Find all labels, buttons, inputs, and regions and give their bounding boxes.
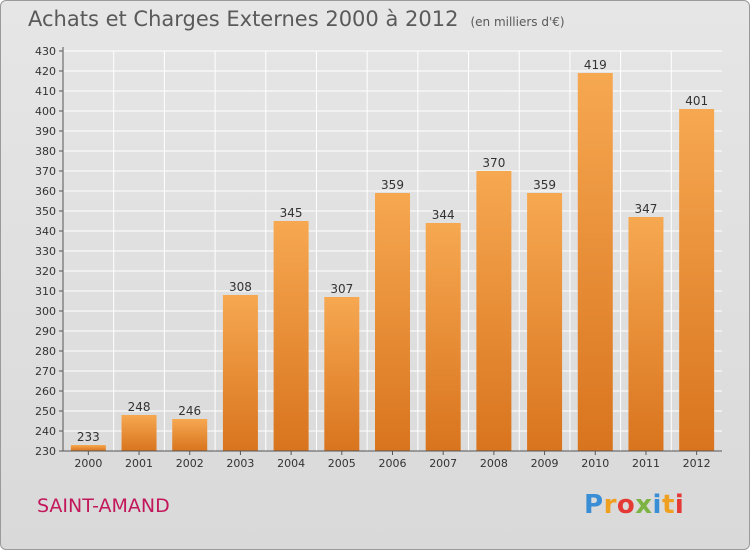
bar-value-label: 345 bbox=[280, 206, 303, 220]
bars: 233 248 246 308 345 307 359 344 370 359 419 347 401 bbox=[70, 58, 715, 451]
bar-value-label: 359 bbox=[381, 178, 404, 192]
y-tick-label: 250 bbox=[35, 405, 56, 418]
x-tick-label: 2011 bbox=[632, 457, 660, 470]
bar bbox=[172, 419, 208, 451]
bar-value-label: 308 bbox=[229, 280, 252, 294]
logo-letter: o bbox=[616, 490, 636, 520]
x-tick-label: 2003 bbox=[226, 457, 254, 470]
y-tick-label: 420 bbox=[35, 65, 56, 78]
bar bbox=[375, 193, 410, 451]
y-tick-label: 300 bbox=[35, 305, 56, 318]
chart-unit: (en milliers d'€) bbox=[470, 15, 565, 29]
y-tick-label: 280 bbox=[35, 345, 56, 358]
chart-title: Achats et Charges Externes 2000 à 2012 bbox=[28, 7, 459, 31]
x-tick-label: 2009 bbox=[531, 457, 559, 470]
y-tick-label: 350 bbox=[35, 205, 56, 218]
bar-value-label: 359 bbox=[533, 178, 556, 192]
y-tick-label: 310 bbox=[35, 285, 56, 298]
bar bbox=[70, 445, 106, 451]
proxiti-logo: Proxiti bbox=[584, 490, 684, 520]
bar bbox=[222, 295, 258, 451]
bar bbox=[425, 223, 461, 451]
bar bbox=[527, 193, 563, 451]
logo-letter: P bbox=[584, 490, 604, 520]
logo-letter: t bbox=[661, 490, 675, 520]
y-tick-label: 230 bbox=[35, 445, 56, 458]
y-tick-label: 340 bbox=[35, 225, 56, 238]
bar-value-label: 307 bbox=[330, 282, 353, 296]
x-tick-label: 2008 bbox=[480, 457, 508, 470]
bar-value-label: 347 bbox=[635, 202, 658, 216]
logo-letter: i bbox=[652, 490, 662, 520]
bar-value-label: 370 bbox=[482, 156, 505, 170]
bar bbox=[628, 217, 664, 451]
x-tick-label: 2002 bbox=[176, 457, 204, 470]
logo-letter: x bbox=[635, 490, 653, 520]
x-tick-label: 2006 bbox=[379, 457, 407, 470]
logo-letter: i bbox=[674, 490, 685, 520]
bar bbox=[476, 171, 512, 451]
x-tick-label: 2005 bbox=[328, 457, 356, 470]
y-tick-label: 240 bbox=[35, 425, 56, 438]
commune-name: SAINT-AMAND bbox=[37, 495, 170, 517]
bar bbox=[324, 297, 360, 451]
y-tick-label: 260 bbox=[35, 385, 56, 398]
y-tick-label: 330 bbox=[35, 245, 56, 258]
y-tick-label: 320 bbox=[35, 265, 56, 278]
y-tick-label: 400 bbox=[35, 105, 56, 118]
bar bbox=[121, 415, 157, 451]
logo-letter: r bbox=[603, 490, 617, 520]
bar-value-label: 419 bbox=[584, 58, 607, 72]
y-tick-label: 380 bbox=[35, 145, 56, 158]
y-tick-label: 360 bbox=[35, 185, 56, 198]
y-tick-label: 370 bbox=[35, 165, 56, 178]
y-tick-label: 390 bbox=[35, 125, 56, 138]
chart-title-block: Achats et Charges Externes 2000 à 2012 (e… bbox=[28, 7, 565, 31]
bar-value-label: 248 bbox=[128, 400, 151, 414]
bar bbox=[273, 221, 309, 451]
bar-value-label: 233 bbox=[77, 430, 100, 444]
x-tick-label: 2012 bbox=[683, 457, 711, 470]
y-tick-label: 290 bbox=[35, 325, 56, 338]
y-tick-label: 430 bbox=[35, 45, 56, 58]
bar bbox=[679, 109, 715, 451]
bar-value-label: 246 bbox=[178, 404, 201, 418]
y-tick-label: 270 bbox=[35, 365, 56, 378]
bar bbox=[577, 73, 613, 451]
y-tick-label: 410 bbox=[35, 85, 56, 98]
x-tick-label: 2007 bbox=[429, 457, 457, 470]
bar-value-label: 401 bbox=[685, 94, 708, 108]
x-tick-label: 2000 bbox=[74, 457, 102, 470]
x-tick-label: 2001 bbox=[125, 457, 153, 470]
bar-value-label: 344 bbox=[432, 208, 455, 222]
axes: 230 240 250 260 270 280 290 300 310 320 330 340 350 3… bbox=[35, 45, 722, 470]
x-tick-label: 2004 bbox=[277, 457, 305, 470]
x-tick-label: 2010 bbox=[581, 457, 609, 470]
